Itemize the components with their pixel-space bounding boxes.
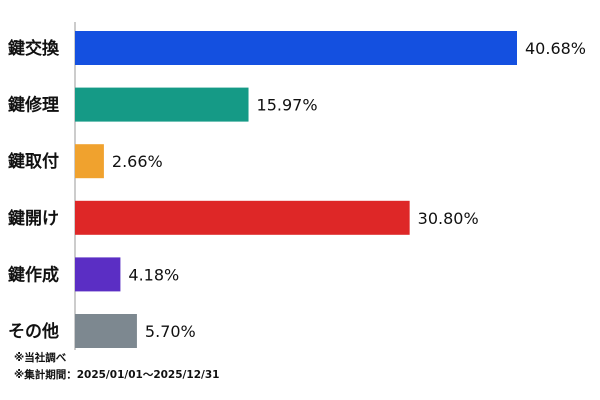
category-label: 鍵取付 — [8, 151, 59, 172]
period-note: ※集計期間：2025/01/01～2025/12/31 — [14, 369, 220, 381]
value-label: 4.18% — [128, 265, 179, 284]
category-label: 鍵修理 — [8, 95, 59, 116]
bar — [75, 257, 121, 292]
category-label: その他 — [8, 321, 59, 342]
bar — [75, 144, 104, 179]
bar — [75, 87, 249, 122]
category-label: 鍵交換 — [8, 38, 60, 59]
bars-group: 鍵交換 40.68% 鍵修理 15.97% 鍵取付 2.66% 鍵開け 30.80% 鍵作成 4.… — [8, 31, 586, 348]
value-label: 30.80% — [418, 209, 479, 228]
value-label: 15.97% — [257, 96, 318, 115]
chart-canvas: 鍵交換 40.68% 鍵修理 15.97% 鍵取付 2.66% 鍵開け 30.80% 鍵作成 4.… — [8, 22, 586, 350]
source-note: ※当社調べ — [14, 352, 67, 364]
bar — [75, 31, 517, 65]
category-label: 鍵開け — [8, 208, 59, 229]
bar — [75, 200, 410, 235]
value-label: 2.66% — [112, 152, 163, 171]
bar — [75, 314, 137, 348]
category-label: 鍵作成 — [8, 264, 59, 285]
value-label: 40.68% — [525, 39, 586, 58]
value-label: 5.70% — [145, 322, 196, 341]
chart-notes: ※当社調べ ※集計期間：2025/01/01～2025/12/31 — [14, 350, 219, 384]
